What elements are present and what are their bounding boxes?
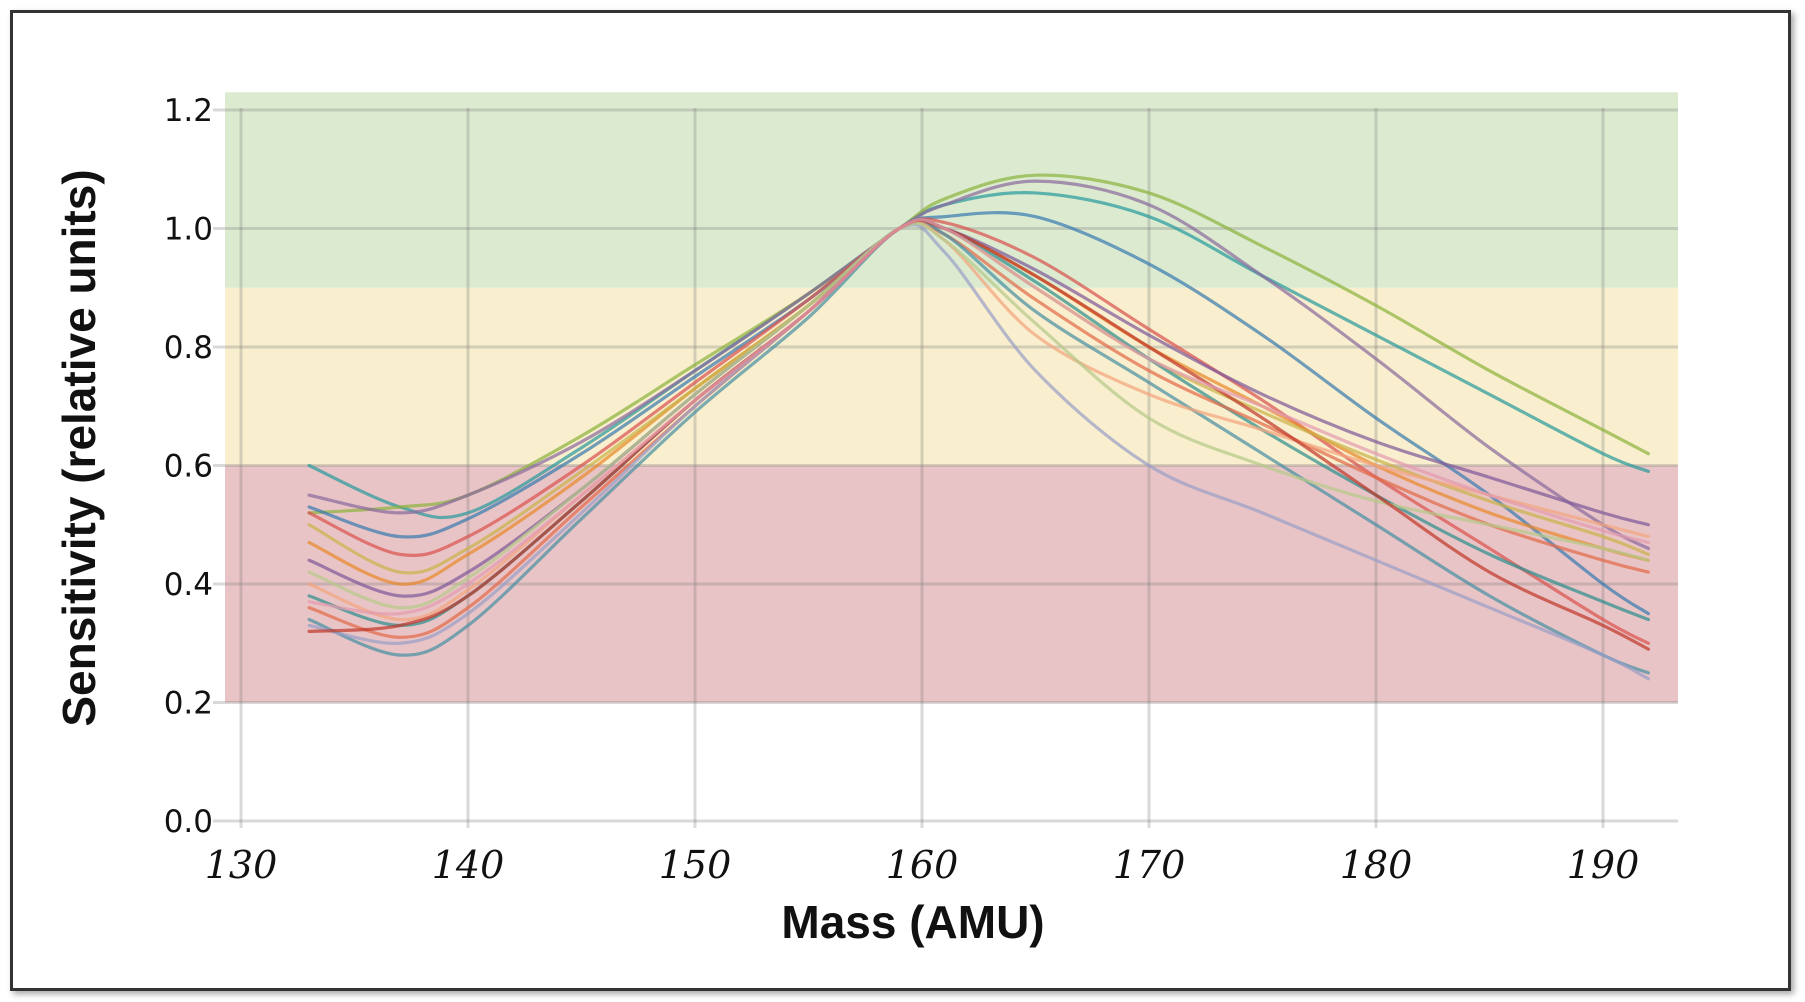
x-tick-labels: 130 140 150 160 170 180 190: [205, 843, 1640, 887]
series-line-16: [307, 218, 1650, 616]
x-tick-label: 170: [1113, 843, 1186, 887]
x-tick-label: 130: [205, 843, 278, 887]
x-tick-label: 190: [1567, 843, 1640, 887]
x-axis-title: Mass (AMU): [781, 896, 1044, 948]
y-tick-label: 0.8: [164, 330, 213, 366]
series-lines: [307, 173, 1650, 681]
y-tick-label: 0.6: [164, 449, 213, 485]
y-axis-title: Sensitivity (relative units): [53, 169, 105, 726]
band-1: [225, 287, 1678, 466]
x-tick-label: 160: [886, 843, 959, 887]
y-tick-labels: 0.0 0.2 0.4 0.6 0.8 1.0 1.2: [164, 93, 213, 840]
series-line-3: [307, 179, 1650, 551]
y-tick-label: 1.2: [164, 93, 213, 129]
series-line-5: [307, 217, 1650, 645]
x-tick-label: 150: [659, 843, 732, 887]
band-2: [225, 92, 1678, 288]
grid-lines: [213, 108, 1678, 828]
chart-frame: 0.0 0.2 0.4 0.6 0.8 1.0 1.2 130 140 150 160 170 180…: [10, 10, 1791, 991]
series-line-13: [307, 223, 1650, 681]
series-line-2: [307, 173, 1650, 515]
x-tick-label: 180: [1340, 843, 1413, 887]
series-line-14: [307, 221, 1650, 610]
x-tick-label: 140: [432, 843, 505, 887]
series-line-4: [307, 211, 1650, 616]
y-tick-label: 0.4: [164, 567, 213, 603]
series-line-11: [307, 219, 1650, 675]
y-tick-label: 0.2: [164, 686, 213, 722]
y-tick-label: 1.0: [164, 212, 213, 248]
sensitivity-chart: 0.0 0.2 0.4 0.6 0.8 1.0 1.2 130 140 150 160 170 180…: [53, 92, 1678, 948]
y-tick-label: 0.0: [164, 804, 213, 840]
